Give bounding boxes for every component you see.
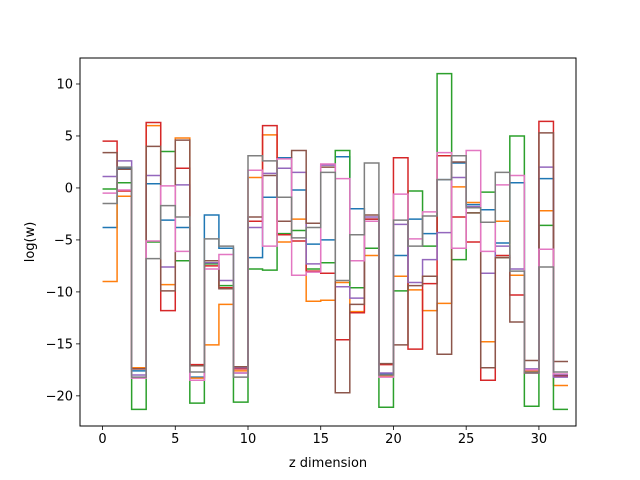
x-tick-label: 25	[458, 432, 475, 447]
x-tick-label: 30	[531, 432, 548, 447]
x-tick-label: 5	[171, 432, 179, 447]
x-tick-label: 15	[312, 432, 329, 447]
y-axis-ticks: −20 −15 −10 −5 0 5 10	[46, 77, 80, 404]
y-tick-label: 10	[56, 77, 73, 92]
y-axis-label: log(w)	[23, 222, 38, 263]
x-axis-ticks: 0 5 10 15 20 25 30	[98, 426, 547, 447]
x-tick-label: 20	[385, 432, 402, 447]
y-tick-label: −10	[46, 285, 73, 300]
x-tick-label: 10	[240, 432, 257, 447]
y-tick-label: −20	[46, 389, 73, 404]
x-axis-label: z dimension	[289, 456, 367, 471]
y-tick-label: −15	[46, 337, 73, 352]
series-line-8	[102, 154, 568, 378]
plot-frame	[79, 57, 577, 427]
x-tick-label: 0	[98, 432, 106, 447]
series-line-7	[102, 149, 568, 382]
series-layer	[102, 72, 568, 411]
y-tick-label: 0	[65, 181, 73, 196]
y-tick-label: 5	[65, 129, 73, 144]
y-tick-label: −5	[54, 233, 73, 248]
